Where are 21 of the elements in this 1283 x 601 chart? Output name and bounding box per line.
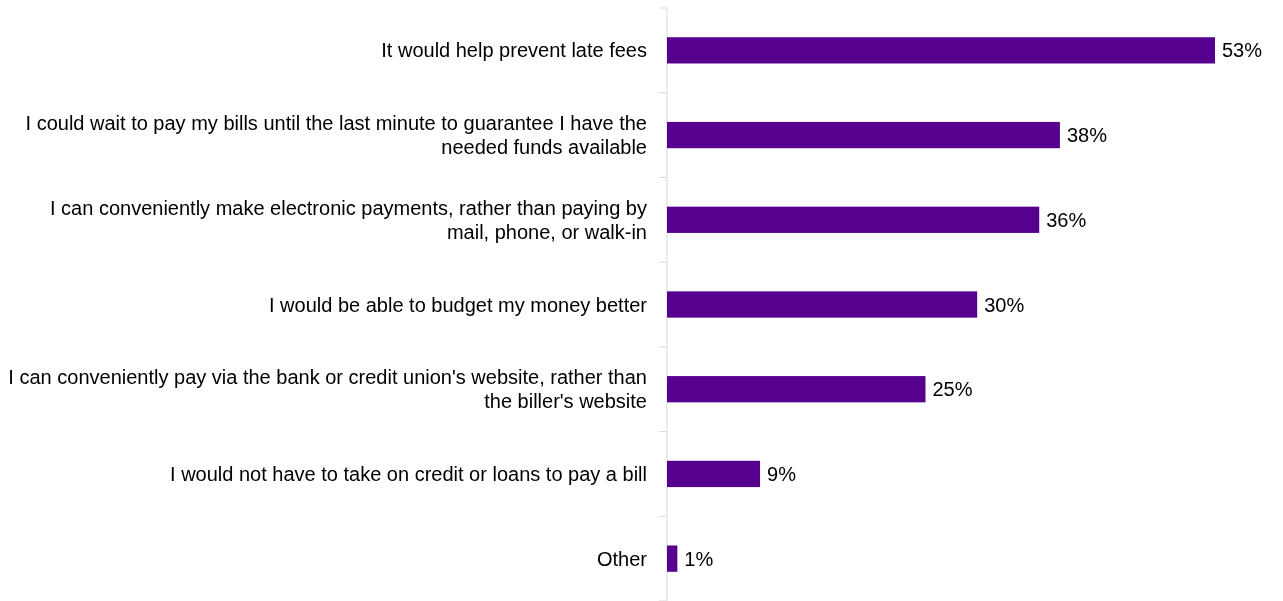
data-label: 36% [1046, 208, 1087, 231]
bar [667, 545, 678, 572]
bar [667, 206, 1040, 233]
y-tick-label: I could wait to pay my bills until the last minute to guarantee I have the needed funds available [25, 112, 647, 159]
data-label: 53% [1222, 39, 1263, 62]
data-label: 1% [684, 547, 714, 570]
y-tick-label: I can conveniently pay via the bank or credit union's website, rather than the biller's website [8, 366, 647, 413]
data-label: 30% [984, 293, 1025, 316]
y-tick-label: Other [596, 547, 648, 570]
data-label: 38% [1066, 124, 1108, 147]
bar [667, 291, 978, 318]
y-tick-label: I can conveniently make electronic payments, rather than paying by mail, phone, or walk-in [50, 196, 647, 243]
bar [667, 460, 761, 488]
y-tick-label: I would be able to budget my money better [268, 293, 648, 316]
bar [667, 37, 1215, 64]
bar [667, 121, 1060, 149]
y-tick-label: I would not have to take on credit or loans to pay a bill [170, 462, 647, 485]
y-tick-label: It would help prevent late fees [381, 39, 647, 62]
data-label: 9% [767, 462, 797, 485]
bar [667, 376, 926, 403]
data-label: 25% [932, 378, 973, 401]
